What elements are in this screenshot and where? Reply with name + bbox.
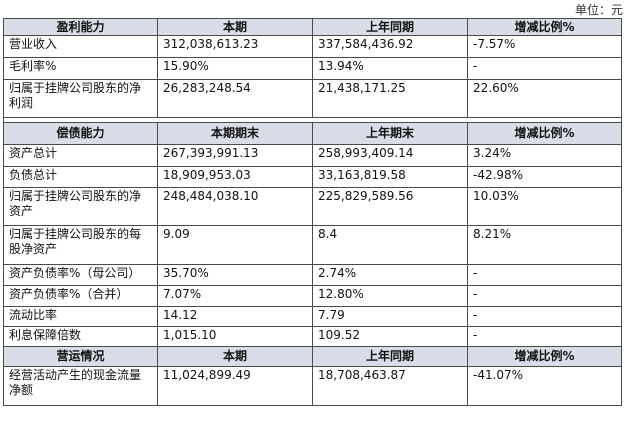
prior-value: 18,708,463.87 xyxy=(312,366,467,406)
row-label: 毛利率% xyxy=(3,57,157,79)
header-cell: 上年同期 xyxy=(312,18,467,35)
current-value: 267,393,991.13 xyxy=(157,144,312,166)
change-value: 3.24% xyxy=(467,144,622,166)
change-value: - xyxy=(467,285,622,306)
section-gap xyxy=(3,117,622,122)
current-value: 1,015.10 xyxy=(157,326,312,346)
change-value: 22.60% xyxy=(467,79,622,117)
table-row: 利息保障倍数 1,015.10 109.52 - xyxy=(3,326,622,346)
current-value: 26,283,248.54 xyxy=(157,79,312,117)
current-value: 35.70% xyxy=(157,264,312,285)
header-cell: 增减比例% xyxy=(467,122,622,144)
row-label: 归属于挂牌公司股东的每股净资产 xyxy=(3,225,157,264)
current-value: 14.12 xyxy=(157,306,312,326)
row-label: 负债总计 xyxy=(3,166,157,187)
current-value: 18,909,953.03 xyxy=(157,166,312,187)
header-cell: 增减比例% xyxy=(467,18,622,35)
prior-value: 225,829,589.56 xyxy=(312,187,467,225)
table-row: 归属于挂牌公司股东的净利润 26,283,248.54 21,438,171.2… xyxy=(3,79,622,117)
header-cell: 上年期末 xyxy=(312,122,467,144)
change-value: -42.98% xyxy=(467,166,622,187)
change-value: - xyxy=(467,57,622,79)
prior-value: 33,163,819.58 xyxy=(312,166,467,187)
table-row: 归属于挂牌公司股东的每股净资产 9.09 8.4 8.21% xyxy=(3,225,622,264)
prior-value: 7.79 xyxy=(312,306,467,326)
change-value: 8.21% xyxy=(467,225,622,264)
current-value: 312,038,613.23 xyxy=(157,35,312,57)
unit-label: 单位：元 xyxy=(574,3,623,17)
current-value: 7.07% xyxy=(157,285,312,306)
prior-value: 337,584,436.92 xyxy=(312,35,467,57)
prior-value: 8.4 xyxy=(312,225,467,264)
header-cell: 偿债能力 xyxy=(3,122,157,144)
row-label: 经营活动产生的现金流量净额 xyxy=(3,366,157,406)
prior-value: 2.74% xyxy=(312,264,467,285)
current-value: 9.09 xyxy=(157,225,312,264)
row-label: 资产负债率%（合并） xyxy=(3,285,157,306)
table-row: 经营活动产生的现金流量净额 11,024,899.49 18,708,463.8… xyxy=(3,366,622,406)
row-label: 资产总计 xyxy=(3,144,157,166)
current-value: 248,484,038.10 xyxy=(157,187,312,225)
row-label: 归属于挂牌公司股东的净利润 xyxy=(3,79,157,117)
row-label: 营业收入 xyxy=(3,35,157,57)
current-value: 11,024,899.49 xyxy=(157,366,312,406)
table-header-row: 营运情况 本期 上年同期 增减比例% xyxy=(3,346,622,366)
table-row: 归属于挂牌公司股东的净资产 248,484,038.10 225,829,589… xyxy=(3,187,622,225)
header-cell: 盈利能力 xyxy=(3,18,157,35)
table-header-row: 盈利能力 本期 上年同期 增减比例% xyxy=(3,18,622,35)
row-label: 利息保障倍数 xyxy=(3,326,157,346)
table-row: 流动比率 14.12 7.79 - xyxy=(3,306,622,326)
change-value: -41.07% xyxy=(467,366,622,406)
table-row: 负债总计 18,909,953.03 33,163,819.58 -42.98% xyxy=(3,166,622,187)
table-row: 毛利率% 15.90% 13.94% - xyxy=(3,57,622,79)
current-value: 15.90% xyxy=(157,57,312,79)
table-row: 营业收入 312,038,613.23 337,584,436.92 -7.57… xyxy=(3,35,622,57)
prior-value: 21,438,171.25 xyxy=(312,79,467,117)
table-row: 资产负债率%（母公司） 35.70% 2.74% - xyxy=(3,264,622,285)
row-label: 归属于挂牌公司股东的净资产 xyxy=(3,187,157,225)
change-value: - xyxy=(467,326,622,346)
header-cell: 营运情况 xyxy=(3,346,157,366)
header-cell: 上年同期 xyxy=(312,346,467,366)
row-label: 流动比率 xyxy=(3,306,157,326)
prior-value: 258,993,409.14 xyxy=(312,144,467,166)
change-value: 10.03% xyxy=(467,187,622,225)
header-cell: 本期 xyxy=(157,346,312,366)
header-cell: 增减比例% xyxy=(467,346,622,366)
header-cell: 本期 xyxy=(157,18,312,35)
financial-table: 盈利能力 本期 上年同期 增减比例% 营业收入 312,038,613.23 3… xyxy=(3,18,622,406)
header-cell: 本期期末 xyxy=(157,122,312,144)
prior-value: 12.80% xyxy=(312,285,467,306)
prior-value: 109.52 xyxy=(312,326,467,346)
table-row: 资产总计 267,393,991.13 258,993,409.14 3.24% xyxy=(3,144,622,166)
table-row: 资产负债率%（合并） 7.07% 12.80% - xyxy=(3,285,622,306)
change-value: -7.57% xyxy=(467,35,622,57)
change-value: - xyxy=(467,264,622,285)
change-value: - xyxy=(467,306,622,326)
prior-value: 13.94% xyxy=(312,57,467,79)
row-label: 资产负债率%（母公司） xyxy=(3,264,157,285)
table-header-row: 偿债能力 本期期末 上年期末 增减比例% xyxy=(3,122,622,144)
